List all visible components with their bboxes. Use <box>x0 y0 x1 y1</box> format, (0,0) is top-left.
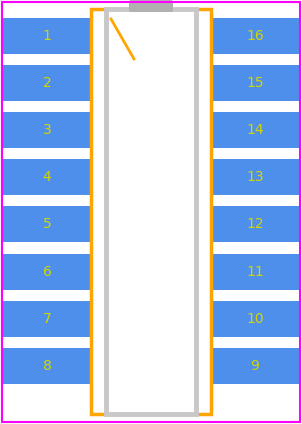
Bar <box>3 254 91 290</box>
Bar <box>3 348 91 384</box>
Text: 14: 14 <box>246 123 264 137</box>
Text: 7: 7 <box>43 312 51 326</box>
Text: 3: 3 <box>43 123 51 137</box>
Text: 12: 12 <box>246 217 264 231</box>
Text: 4: 4 <box>43 170 51 184</box>
Bar <box>211 206 299 242</box>
Bar <box>211 159 299 195</box>
Text: 15: 15 <box>246 76 264 90</box>
Bar <box>3 112 91 148</box>
Bar <box>3 159 91 195</box>
Text: 8: 8 <box>43 359 51 373</box>
Bar <box>91 9 211 414</box>
Bar <box>3 18 91 54</box>
Text: 13: 13 <box>246 170 264 184</box>
Text: 1: 1 <box>43 29 51 43</box>
Text: 11: 11 <box>246 265 264 279</box>
Bar <box>211 348 299 384</box>
Bar <box>106 9 196 414</box>
Text: 6: 6 <box>43 265 51 279</box>
Bar <box>3 65 91 101</box>
Bar <box>3 301 91 337</box>
Bar <box>3 206 91 242</box>
Bar <box>211 301 299 337</box>
FancyBboxPatch shape <box>129 0 173 12</box>
Text: 10: 10 <box>246 312 264 326</box>
Text: 16: 16 <box>246 29 264 43</box>
Text: 5: 5 <box>43 217 51 231</box>
Bar <box>211 112 299 148</box>
Text: 2: 2 <box>43 76 51 90</box>
Bar <box>211 254 299 290</box>
Bar <box>211 18 299 54</box>
Text: 9: 9 <box>251 359 259 373</box>
Bar <box>211 65 299 101</box>
